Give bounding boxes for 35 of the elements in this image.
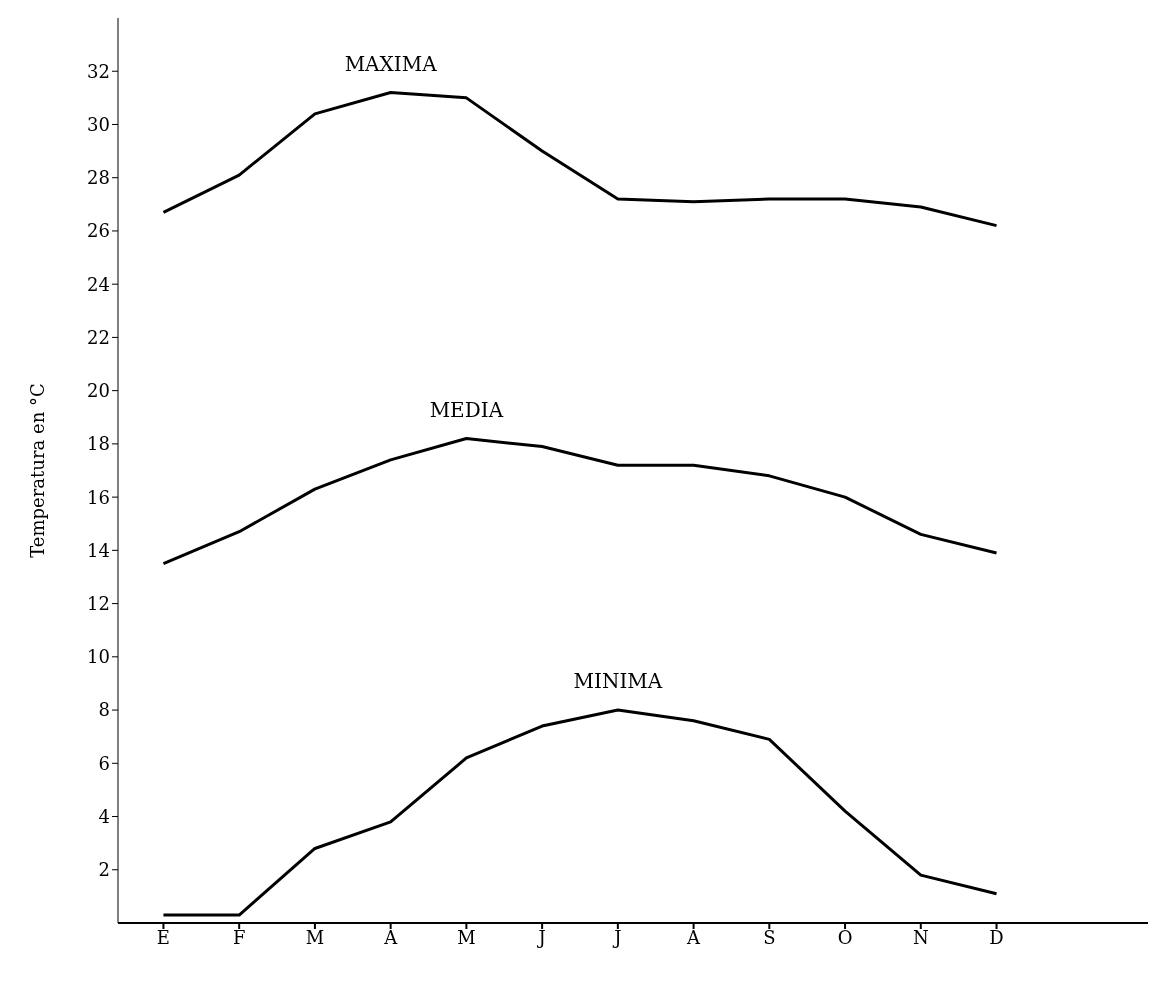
y-tick-label: 12 bbox=[87, 592, 110, 614]
y-tick-label: 30 bbox=[87, 113, 110, 135]
x-tick-label: S bbox=[763, 926, 776, 948]
x-tick-label: E bbox=[156, 926, 171, 948]
line-series bbox=[161, 91, 999, 228]
y-tick-label: 32 bbox=[87, 60, 110, 82]
series-label: MINIMA bbox=[573, 669, 663, 694]
y-tick-label: 28 bbox=[87, 167, 110, 189]
y-axis-title: Temperatura en °C bbox=[27, 383, 49, 558]
y-tick-label: 24 bbox=[87, 273, 110, 295]
y-tick-label: 10 bbox=[87, 646, 110, 668]
y-tick-label: 4 bbox=[98, 805, 110, 827]
line-series bbox=[161, 708, 999, 917]
x-tick-label: N bbox=[912, 926, 929, 948]
y-tick-label: 16 bbox=[87, 486, 110, 508]
y-tick-label: 20 bbox=[87, 380, 110, 402]
x-tick-label: D bbox=[989, 926, 1004, 948]
y-tick-label: 8 bbox=[98, 699, 110, 721]
y-tick-label: 18 bbox=[87, 433, 110, 455]
line-series bbox=[161, 437, 999, 566]
x-tick-label: M bbox=[305, 926, 325, 948]
y-tick-label: 26 bbox=[87, 220, 110, 242]
y-tick-label: 22 bbox=[87, 326, 110, 348]
x-tick-label: J bbox=[536, 926, 546, 948]
y-tick-label: 2 bbox=[98, 859, 110, 881]
x-tick-label: O bbox=[837, 926, 853, 948]
x-tick-label: A bbox=[686, 926, 702, 948]
y-tick-label: 6 bbox=[98, 752, 110, 774]
x-tick-label: F bbox=[232, 926, 246, 948]
y-tick-label: 14 bbox=[87, 539, 110, 561]
series-label: MAXIMA bbox=[344, 51, 438, 76]
x-tick-label: M bbox=[457, 926, 476, 948]
x-tick-label: J bbox=[612, 926, 622, 948]
series-label: MEDIA bbox=[429, 397, 504, 422]
x-tick-label: A bbox=[383, 926, 399, 948]
